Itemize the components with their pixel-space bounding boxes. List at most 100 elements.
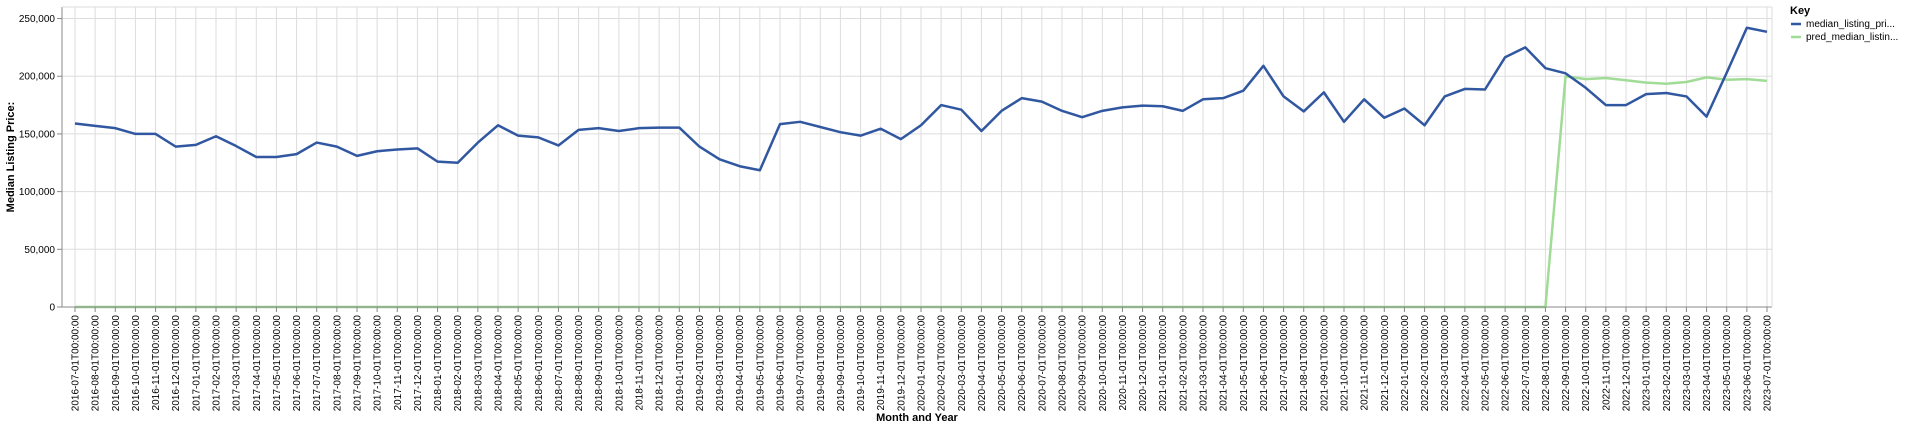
x-tick-label: 2018-09-01T00:00:00 <box>594 315 605 412</box>
x-tick-label: 2018-07-01T00:00:00 <box>554 315 565 412</box>
x-tick-label: 2017-12-01T00:00:00 <box>413 315 424 412</box>
x-tick-label: 2021-02-01T00:00:00 <box>1178 315 1189 412</box>
x-tick-label: 2018-04-01T00:00:00 <box>494 315 505 412</box>
x-tick-label: 2023-01-01T00:00:00 <box>1642 315 1653 412</box>
x-tick-label: 2019-04-01T00:00:00 <box>735 315 746 412</box>
x-tick-label: 2023-03-01T00:00:00 <box>1682 315 1693 412</box>
x-tick-label: 2023-05-01T00:00:00 <box>1722 315 1733 412</box>
x-tick-label: 2016-08-01T00:00:00 <box>91 315 102 412</box>
y-tick-label: 250,000 <box>19 14 56 25</box>
y-tick-label: 200,000 <box>19 72 56 83</box>
x-tick-label: 2021-03-01T00:00:00 <box>1199 315 1210 412</box>
x-tick-label: 2020-03-01T00:00:00 <box>957 315 968 412</box>
x-tick-label: 2021-09-01T00:00:00 <box>1319 315 1330 412</box>
x-tick-label: 2021-05-01T00:00:00 <box>1239 315 1250 412</box>
x-tick-label: 2018-08-01T00:00:00 <box>574 315 585 412</box>
x-tick-label: 2022-08-01T00:00:00 <box>1541 315 1552 412</box>
x-tick-label: 2022-01-01T00:00:00 <box>1400 315 1411 412</box>
x-tick-label: 2020-10-01T00:00:00 <box>1098 315 1109 412</box>
y-tick-label: 50,000 <box>24 245 55 256</box>
plot-area <box>61 6 1773 309</box>
x-tick-label: 2016-12-01T00:00:00 <box>171 315 182 412</box>
x-tick-label: 2021-11-01T00:00:00 <box>1360 315 1371 411</box>
x-tick-label: 2023-07-01T00:00:00 <box>1763 315 1774 412</box>
x-tick-label: 2019-03-01T00:00:00 <box>715 315 726 412</box>
x-tick-label: 2020-07-01T00:00:00 <box>1037 315 1048 412</box>
y-tick-label: 100,000 <box>19 187 56 198</box>
x-tick-label: 2020-06-01T00:00:00 <box>1017 315 1028 412</box>
x-tick-label: 2022-10-01T00:00:00 <box>1581 315 1592 412</box>
x-tick-label: 2016-07-01T00:00:00 <box>71 315 82 412</box>
plot-background <box>62 7 1772 307</box>
x-tick-label: 2020-04-01T00:00:00 <box>977 315 988 412</box>
x-tick-label: 2017-03-01T00:00:00 <box>232 315 243 412</box>
x-tick-label: 2022-09-01T00:00:00 <box>1561 315 1572 412</box>
x-axis-title: Month and Year <box>876 412 958 424</box>
x-tick-label: 2022-07-01T00:00:00 <box>1521 315 1532 412</box>
y-tick-label: 150,000 <box>19 129 56 140</box>
x-tick-label: 2017-02-01T00:00:00 <box>212 315 223 412</box>
x-tick-label: 2021-07-01T00:00:00 <box>1279 315 1290 412</box>
x-tick-label: 2020-05-01T00:00:00 <box>997 315 1008 412</box>
gridlines <box>62 7 1772 308</box>
x-tick-label: 2021-04-01T00:00:00 <box>1219 315 1230 412</box>
axes <box>61 6 1773 308</box>
x-tick-label: 2018-10-01T00:00:00 <box>614 315 625 412</box>
x-tick-label: 2017-10-01T00:00:00 <box>373 315 384 412</box>
x-tick-label: 2019-12-01T00:00:00 <box>896 315 907 412</box>
x-tick-label: 2017-04-01T00:00:00 <box>252 315 263 412</box>
x-tick-label: 2021-12-01T00:00:00 <box>1380 315 1391 412</box>
x-tick-label: 2019-09-01T00:00:00 <box>836 315 847 412</box>
x-tick-label: 2023-02-01T00:00:00 <box>1662 315 1673 412</box>
x-tick-label: 2019-05-01T00:00:00 <box>755 315 766 412</box>
x-tick-label: 2016-09-01T00:00:00 <box>111 315 122 412</box>
x-tick-label: 2017-01-01T00:00:00 <box>191 315 202 412</box>
x-tick-label: 2022-05-01T00:00:00 <box>1481 315 1492 412</box>
y-axis-ticks: 0 50,000 100,000 150,000 200,000 250,000 <box>19 14 62 314</box>
x-tick-label: 2016-11-01T00:00:00 <box>151 315 162 411</box>
x-tick-label: 2022-06-01T00:00:00 <box>1501 315 1512 412</box>
x-tick-label: 2020-01-01T00:00:00 <box>917 315 928 412</box>
x-tick-label: 2022-12-01T00:00:00 <box>1622 315 1633 412</box>
x-tick-label: 2019-08-01T00:00:00 <box>816 315 827 412</box>
x-tick-label: 2021-06-01T00:00:00 <box>1259 315 1270 412</box>
x-tick-label: 2018-06-01T00:00:00 <box>534 315 545 412</box>
x-tick-label: 2021-08-01T00:00:00 <box>1299 315 1310 412</box>
x-tick-label: 2023-04-01T00:00:00 <box>1702 315 1713 412</box>
x-tick-label: 2022-03-01T00:00:00 <box>1440 315 1451 412</box>
x-tick-label: 2019-10-01T00:00:00 <box>856 315 867 412</box>
x-tick-label: 2018-05-01T00:00:00 <box>514 315 525 412</box>
legend-label-1: pred_median_listin... <box>1806 32 1898 43</box>
legend-items: median_listing_pri... pred_median_listin.… <box>1791 19 1898 43</box>
x-tick-label: 2020-09-01T00:00:00 <box>1078 315 1089 412</box>
x-tick-label: 2020-11-01T00:00:00 <box>1118 315 1129 411</box>
x-tick-label: 2018-01-01T00:00:00 <box>433 315 444 412</box>
series-line-0 <box>74 26 1768 172</box>
x-tick-label: 2017-06-01T00:00:00 <box>292 315 303 412</box>
x-tick-label: 2020-02-01T00:00:00 <box>937 315 948 412</box>
x-tick-label: 2019-01-01T00:00:00 <box>675 315 686 412</box>
x-tick-label: 2018-03-01T00:00:00 <box>473 315 484 412</box>
x-tick-label: 2019-02-01T00:00:00 <box>695 315 706 412</box>
x-tick-label: 2022-11-01T00:00:00 <box>1601 315 1612 411</box>
x-tick-label: 2018-02-01T00:00:00 <box>453 315 464 412</box>
legend-title: Key <box>1790 5 1811 17</box>
x-tick-label: 2020-08-01T00:00:00 <box>1058 315 1069 412</box>
x-tick-label: 2019-07-01T00:00:00 <box>796 315 807 412</box>
x-tick-label: 2017-08-01T00:00:00 <box>332 315 343 412</box>
x-tick-label: 2019-11-01T00:00:00 <box>876 315 887 411</box>
x-axis-ticks: 2016-07-01T00:00:00 2016-08-01T00:00:00 20… <box>71 307 1774 411</box>
x-tick-label: 2017-07-01T00:00:00 <box>312 315 323 412</box>
x-tick-label: 2017-05-01T00:00:00 <box>272 315 283 412</box>
x-tick-label: 2016-10-01T00:00:00 <box>131 315 142 412</box>
y-tick-label: 0 <box>49 303 55 314</box>
x-tick-label: 2021-10-01T00:00:00 <box>1340 315 1351 412</box>
x-tick-label: 2022-02-01T00:00:00 <box>1420 315 1431 412</box>
x-tick-label: 2019-06-01T00:00:00 <box>776 315 787 412</box>
x-tick-label: 2017-11-01T00:00:00 <box>393 315 404 411</box>
x-tick-label: 2023-06-01T00:00:00 <box>1742 315 1753 412</box>
x-tick-label: 2018-12-01T00:00:00 <box>655 315 666 412</box>
y-axis-title: Median Listing Price: <box>5 102 17 213</box>
x-tick-label: 2022-04-01T00:00:00 <box>1460 315 1471 412</box>
